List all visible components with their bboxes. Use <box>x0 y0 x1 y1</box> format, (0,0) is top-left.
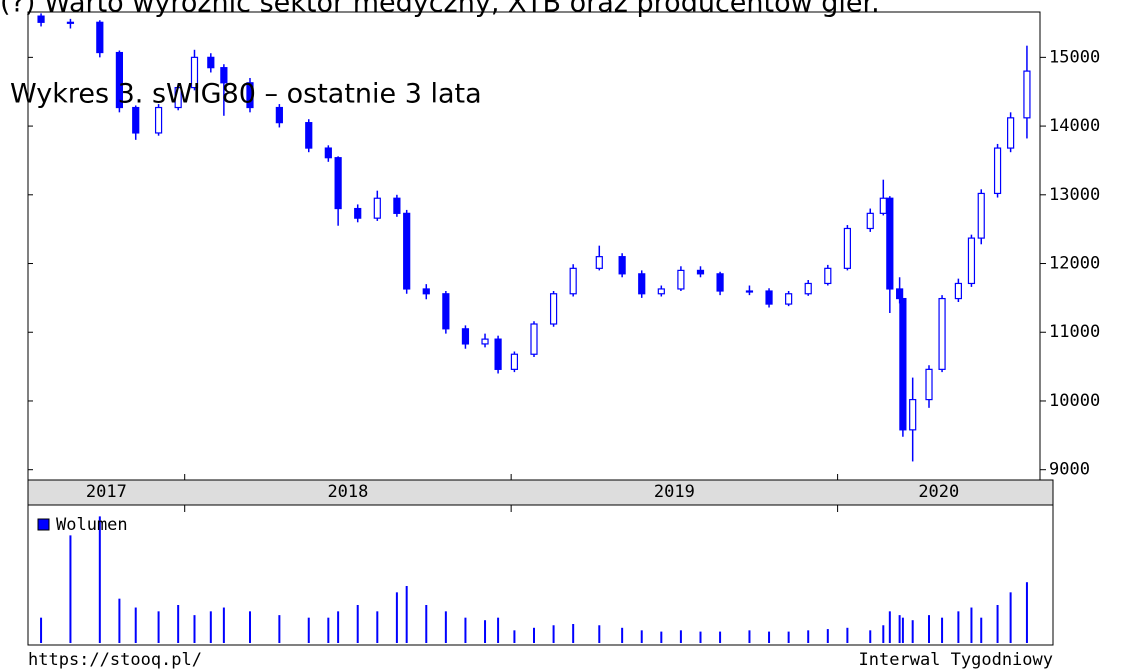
volume-frame <box>27 504 1054 646</box>
candle-body <box>677 269 685 290</box>
year-label: 2018 <box>327 482 368 502</box>
candle-body <box>373 197 381 219</box>
candle-body <box>977 192 985 239</box>
candle-body <box>993 147 1002 195</box>
candle-body <box>275 106 283 124</box>
candle-body <box>618 256 626 275</box>
y-tick-label: 14000 <box>1049 116 1100 136</box>
year-label: 2020 <box>918 482 959 502</box>
interval: Interwal Tygodniowy <box>859 650 1053 670</box>
candle-body <box>899 297 907 431</box>
candle-body <box>393 197 401 214</box>
candle-body <box>442 293 450 330</box>
candle-body <box>96 21 104 54</box>
candle-body <box>66 21 75 24</box>
year-band <box>27 479 1054 506</box>
year-label: 2017 <box>86 482 127 502</box>
candle-body <box>246 82 254 109</box>
candle-body <box>879 197 887 214</box>
candle-body <box>765 290 773 305</box>
candle-body <box>549 293 558 325</box>
legend-label: Wolumen <box>56 515 128 535</box>
y-tick-label: 15000 <box>1049 47 1100 67</box>
candle-body <box>37 15 45 23</box>
candle-body <box>886 197 894 290</box>
candle-body <box>481 338 489 345</box>
candle-body <box>334 157 342 210</box>
candle-body <box>657 288 665 295</box>
legend-swatch <box>37 518 50 531</box>
candle-body <box>207 56 215 69</box>
candle-body <box>354 207 362 219</box>
y-tick-label: 11000 <box>1049 322 1100 342</box>
y-tick-label: 10000 <box>1049 391 1100 411</box>
candle-body <box>716 273 724 292</box>
candle-body <box>422 288 430 295</box>
candle-body <box>595 256 603 269</box>
year-label: 2019 <box>654 482 695 502</box>
candle-body <box>1007 117 1015 149</box>
candle-body <box>569 267 577 295</box>
candle-body <box>324 147 332 159</box>
y-tick-label: 12000 <box>1049 254 1100 274</box>
candle-body <box>824 267 832 285</box>
candle-body <box>494 338 502 370</box>
candle-body <box>925 368 933 401</box>
heading: (?) Warto wyróżnić sektor medyczny, XTB … <box>0 0 880 19</box>
candle-body <box>132 106 140 134</box>
candle-body <box>174 86 182 109</box>
candle-body <box>896 288 904 300</box>
candle-body <box>843 227 851 269</box>
candle-body <box>305 122 313 149</box>
y-tick-label: 9000 <box>1049 460 1090 480</box>
candle-body <box>403 212 411 290</box>
candle-body <box>785 293 793 305</box>
candle-body <box>638 273 646 295</box>
candle-body <box>510 353 519 370</box>
source: https://stooq.pl/ <box>28 650 202 670</box>
candle-body <box>745 290 754 293</box>
candle-body <box>954 282 962 300</box>
candle-body <box>1023 70 1031 119</box>
candle-body <box>154 106 163 134</box>
candle-body <box>696 269 705 275</box>
candle-body <box>115 51 124 109</box>
chart-title: Wykres 3. sWIG80 – ostatnie 3 lata <box>10 79 482 110</box>
candle-body <box>461 328 470 345</box>
candle-body <box>220 67 228 84</box>
candle-body <box>530 323 538 355</box>
candle-body <box>866 212 874 230</box>
candle-body <box>967 237 976 285</box>
y-tick-label: 13000 <box>1049 185 1100 205</box>
candle-body <box>804 282 812 295</box>
candle-body <box>909 398 917 431</box>
candle-body <box>190 56 199 89</box>
candle-body <box>938 297 946 370</box>
